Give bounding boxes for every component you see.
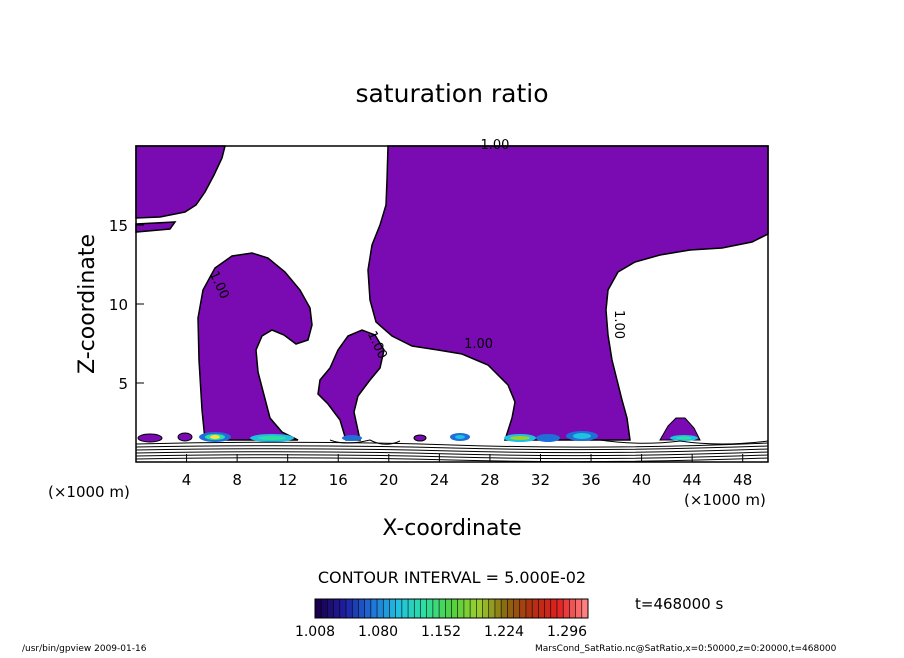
saturated-region-middle-plume [317, 329, 385, 441]
colorbar-segment [395, 599, 402, 618]
x-tick-label: 44 [683, 471, 702, 489]
colorbar-segment [482, 599, 489, 618]
z-axis-label: Z-coordinate [75, 234, 100, 374]
surface-contour-lines [135, 439, 769, 463]
colorbar-segment [544, 599, 551, 618]
contour-label: 1.00 [464, 337, 493, 352]
colorbar-segment [414, 599, 421, 618]
colorbar-segment [358, 599, 365, 618]
chart-title: saturation ratio [355, 79, 548, 108]
footer-left: /usr/bin/gpview 2009-01-16 [22, 644, 147, 654]
colorbar-segment [377, 599, 384, 618]
x-tick-label: 20 [379, 471, 398, 489]
x-tick-label: 24 [430, 471, 449, 489]
colorbar-segment [389, 599, 396, 618]
x-tick-label: 4 [182, 471, 192, 489]
colorbar-segment [339, 599, 347, 618]
colorbar-segment [488, 599, 495, 618]
colorbar-segment [507, 599, 514, 618]
colorbar-segment [532, 599, 539, 618]
x-axis-label: X-coordinate [382, 516, 521, 541]
colorbar-segment [470, 599, 477, 618]
colorbar-segment [494, 599, 502, 618]
colorbar-segment [327, 599, 334, 618]
colorbar-segment [525, 599, 533, 618]
z-tick-label: 5 [118, 375, 128, 393]
x-tick-label: 8 [232, 471, 242, 489]
colorbar-tick-labels: 1.008 1.080 1.152 1.224 1.296 [295, 624, 587, 640]
x-tick-label: 12 [278, 471, 297, 489]
x-tick-label: 40 [632, 471, 651, 489]
saturated-region-large-right [367, 145, 769, 441]
contour-label: 1.00 [611, 310, 626, 339]
x-axis-unit-label-left: (×1000 m) [48, 483, 130, 501]
colorbar-segment [401, 599, 409, 618]
colorbar-segment [501, 599, 508, 618]
colorbar-segment [333, 599, 340, 618]
z-axis-ticks: 5 10 15 [109, 217, 144, 393]
colorbar-segment [581, 599, 588, 618]
x-axis-ticks: 4 8 12 16 20 24 28 32 36 40 44 48 [182, 454, 752, 489]
z-tick-label: 15 [109, 217, 128, 235]
colorbar-segment [420, 599, 427, 618]
x-tick-label: 28 [480, 471, 499, 489]
time-label: t=468000 s [635, 595, 723, 613]
colorbar-segment [563, 599, 570, 618]
x-tick-label: 36 [581, 471, 600, 489]
colorbar-segment [352, 599, 359, 618]
colorbar-segment [556, 599, 564, 618]
colorbar-segment [463, 599, 471, 618]
colorbar-tick-label: 1.296 [547, 624, 587, 640]
x-tick-label: 16 [329, 471, 348, 489]
colorbar-segment [364, 599, 371, 618]
x-tick-label: 32 [531, 471, 550, 489]
colorbar-segment [451, 599, 458, 618]
colorbar-tick-label: 1.224 [484, 624, 524, 640]
colorbar-segment [476, 599, 483, 618]
colorbar-segment [513, 599, 520, 618]
colorbar-segment [445, 599, 452, 618]
z-tick-label: 10 [109, 296, 128, 314]
colorbar-segment [550, 599, 557, 618]
colorbar-tick-label: 1.080 [358, 624, 398, 640]
colorbar-segment [569, 599, 576, 618]
colorbar-segment [575, 599, 582, 618]
colorbar-segment [370, 599, 378, 618]
colorbar-segment [439, 599, 446, 618]
surface-cloud-features [137, 417, 701, 443]
colorbar-segment [321, 599, 328, 618]
colorbar-segment [538, 599, 545, 618]
colorbar-segment [432, 599, 440, 618]
saturated-region-upper-left [135, 145, 226, 219]
plot-area: 1.001.001.00 1.001.00 [135, 138, 769, 463]
colorbar-segment [408, 599, 415, 618]
x-tick-label: 48 [733, 471, 752, 489]
colorbar-segment [315, 599, 322, 618]
colorbar-tick-label: 1.152 [421, 624, 461, 640]
colorbar-segment [383, 599, 390, 618]
colorbar-segment [426, 599, 433, 618]
colorbar-segment [457, 599, 464, 618]
colorbar-segment [346, 599, 353, 618]
colorbar-tick-label: 1.008 [295, 624, 335, 640]
saturated-region-left-column [197, 252, 313, 441]
colorbar [314, 598, 589, 619]
contour-interval-label: CONTOUR INTERVAL = 5.000E-02 [318, 568, 586, 587]
colorbar-segment [519, 599, 526, 618]
colorbar-frame [314, 598, 589, 619]
x-axis-unit-label-right: (×1000 m) [684, 491, 766, 509]
footer-right: MarsCond_SatRatio.nc@SatRatio,x=0:50000,… [535, 644, 837, 654]
